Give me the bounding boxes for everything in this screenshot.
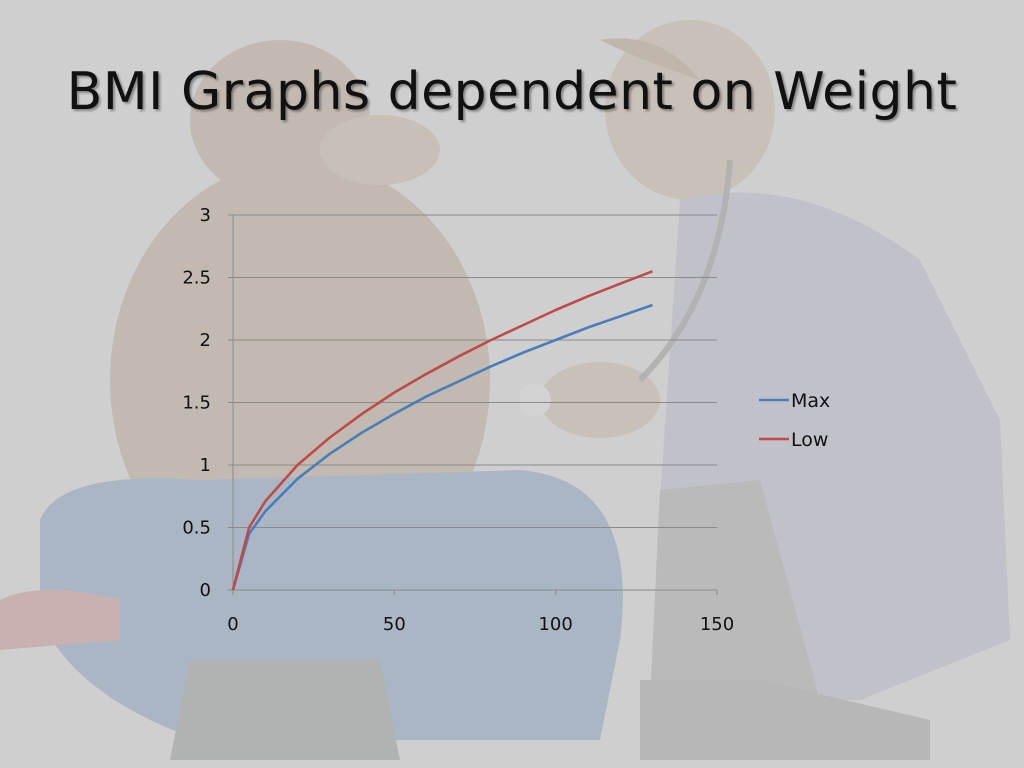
x-tick-labels: 0 50 100 150: [227, 614, 734, 635]
x-tick-label: 0: [227, 614, 238, 635]
y-tick-label: 0: [200, 580, 211, 601]
y-tick-label: 2.5: [182, 268, 211, 289]
y-tick-label: 0.5: [182, 518, 211, 539]
x-tick-label: 150: [700, 614, 734, 635]
axes: [228, 214, 718, 595]
series-line-low: [231, 270, 653, 591]
y-tick-label: 1: [200, 455, 211, 476]
series-lines: [231, 270, 653, 591]
x-tick-label: 50: [383, 614, 406, 635]
x-tick-label: 100: [538, 614, 572, 635]
y-tick-labels: 0 0.5 1 1.5 2 2.5 3: [182, 205, 211, 601]
legend: Max Low: [759, 390, 830, 451]
series-line-max: [231, 303, 653, 591]
legend-label-max: Max: [791, 390, 830, 412]
y-tick-label: 1.5: [182, 393, 211, 414]
gridlines: [233, 214, 717, 528]
y-tick-label: 2: [200, 330, 211, 351]
legend-label-low: Low: [791, 429, 828, 451]
slide-title: BMI Graphs dependent on Weight: [66, 62, 958, 122]
y-tick-label: 3: [200, 205, 211, 226]
